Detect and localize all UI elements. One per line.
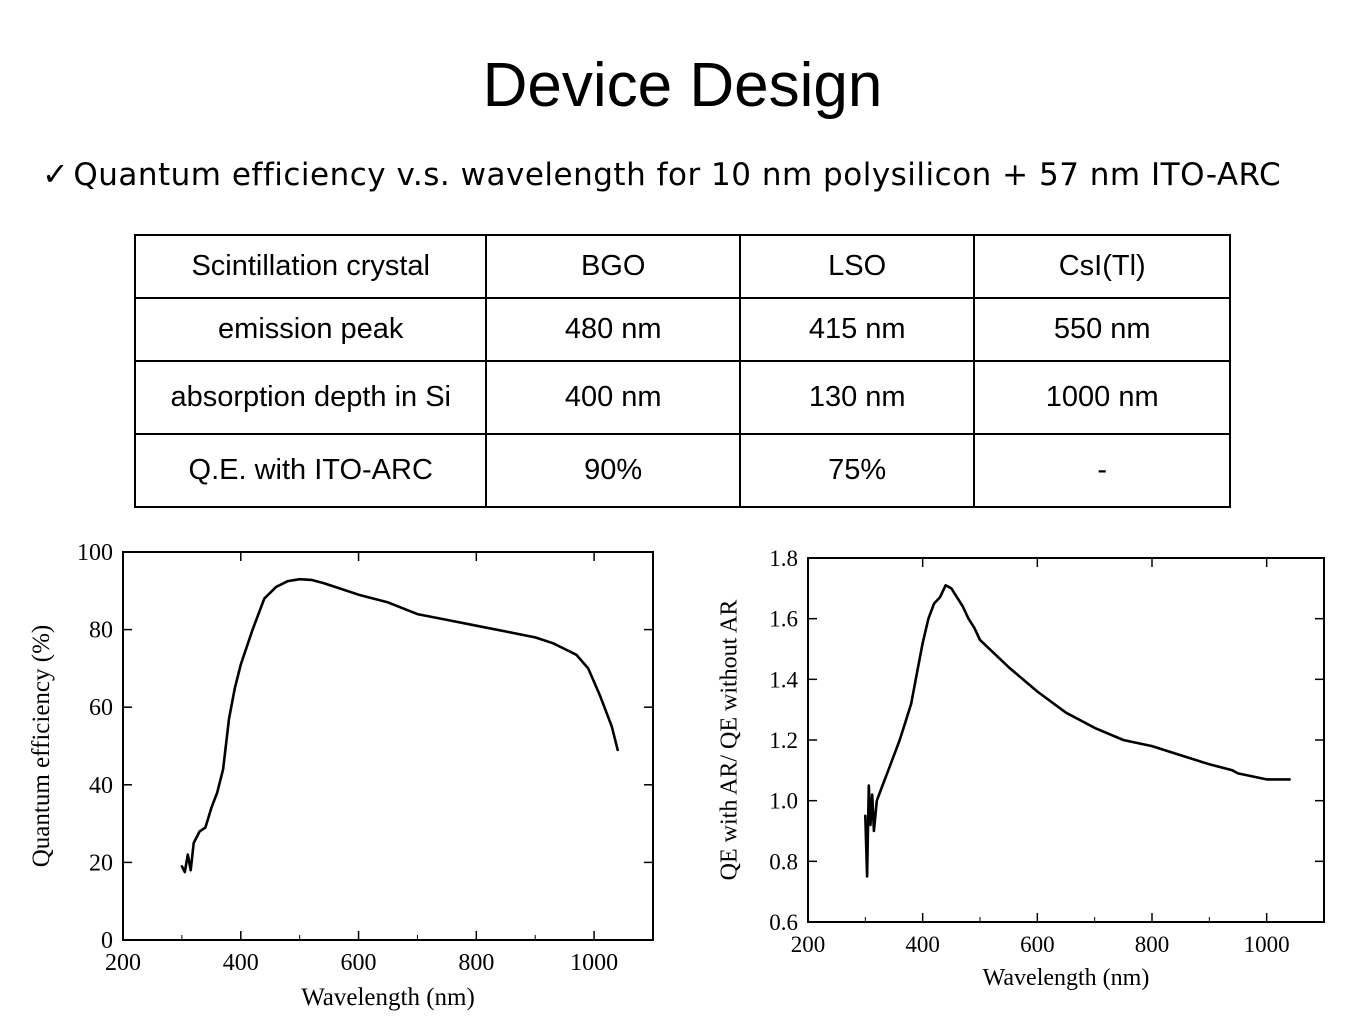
y-tick-label: 0 [101,928,113,954]
y-tick-label: 1.2 [769,728,798,753]
crystal-properties-table: Scintillation crystal BGO LSO CsI(Tl) em… [133,234,1231,508]
series-line [180,577,619,874]
y-tick-label: 0.8 [769,849,798,874]
x-tick-label: 600 [341,950,377,976]
table-cell: 90% [485,433,741,508]
table-cell: emission peak [133,297,488,362]
x-tick-label: 200 [105,950,141,976]
y-tick-label: 20 [89,850,113,876]
table-cell: 400 nm [485,360,741,435]
y-tick-label: 0.6 [769,910,798,935]
table-row: Q.E. with ITO-ARC 90% 75% - [133,433,1231,508]
qe-ratio-vs-wavelength-chart: 200 400 600 800 1000 0.6 0.8 1.0 1.2 1.4 1.6 1.8 Wav… [716,546,1325,991]
subtitle-text: Quantum efficiency v.s. wavelength for 1… [73,157,1282,193]
plot-frame [122,551,654,941]
table-cell: 415 nm [738,297,976,362]
x-axis-label: Wavelength (nm) [301,984,475,1011]
series-line [864,584,1291,878]
table-cell: 550 nm [973,297,1231,362]
x-tick-label: 800 [458,950,494,976]
y-tick-label: 80 [89,618,113,644]
plot-frame [807,557,1325,923]
x-tick-label: 400 [223,950,259,976]
table-cell: 480 nm [485,297,741,362]
table-cell: BGO [485,234,741,299]
y-axis-label: Quantum efficiency (%) [28,625,55,868]
y-tick-label: 1.8 [769,546,798,571]
x-axis-label: Wavelength (nm) [983,965,1150,991]
table-cell: 75% [738,433,976,508]
x-tick-label: 400 [905,932,940,957]
y-tick-label: 40 [89,773,113,799]
qe-vs-wavelength-chart: 200 400 600 800 1000 0 20 40 60 80 100 Wavelength (… [28,540,654,1011]
y-tick-label: 1.4 [769,667,798,692]
table-row: emission peak 480 nm 415 nm 550 nm [133,297,1231,362]
table-cell: LSO [738,234,976,299]
table-cell: - [973,433,1231,508]
slide-title: Device Design [482,51,883,120]
y-tick-label: 100 [77,540,113,566]
table-row: absorption depth in Si 400 nm 130 nm 100… [133,360,1231,435]
checkmark-icon: ✓ [42,155,70,193]
y-tick-label: 1.6 [769,607,798,632]
table-row: Scintillation crystal BGO LSO CsI(Tl) [133,234,1231,299]
y-axis-label: QE with AR/ QE without AR [716,600,742,881]
x-tick-label: 1000 [570,950,618,976]
table-cell: absorption depth in Si [133,360,488,435]
table-cell: CsI(Tl) [973,234,1231,299]
x-tick-label: 200 [791,932,826,957]
x-tick-label: 600 [1020,932,1055,957]
table-cell: 1000 nm [973,360,1231,435]
y-tick-label: 1.0 [769,789,798,814]
slide-subtitle: ✓ Quantum efficiency v.s. wavelength for … [42,155,1281,193]
table-cell: Scintillation crystal [133,234,488,299]
x-tick-label: 800 [1135,932,1170,957]
x-tick-label: 1000 [1244,932,1290,957]
y-tick-label: 60 [89,695,113,721]
table-cell: Q.E. with ITO-ARC [133,433,488,508]
table-cell: 130 nm [738,360,976,435]
